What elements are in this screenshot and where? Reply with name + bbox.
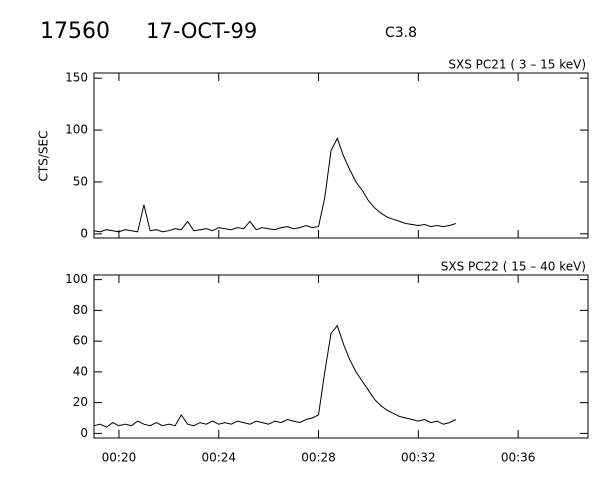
y-tick-label: 150: [65, 71, 88, 85]
y-tick-label: 0: [80, 226, 88, 240]
y-tick-label: 100: [65, 123, 88, 137]
y-tick-label: 80: [73, 303, 88, 317]
x-tick-label: 00:36: [501, 451, 536, 465]
y-tick-label: 20: [73, 395, 88, 409]
plot-frame: [93, 274, 589, 439]
panel-title: SXS PC21 ( 3 – 15 keV): [448, 58, 586, 72]
y-tick-label: 60: [73, 334, 88, 348]
flare-class: C3.8: [385, 25, 417, 41]
x-tick-label: 00:28: [301, 451, 336, 465]
data-line: [93, 137, 456, 233]
x-tick-label: 00:24: [201, 451, 236, 465]
plot-frame: [93, 72, 589, 239]
y-axis-label: CTS/SEC: [37, 131, 51, 182]
event-date: 17-OCT-99: [146, 19, 257, 43]
data-line: [93, 324, 457, 428]
y-tick-label: 40: [73, 364, 88, 378]
x-tick-label: 00:32: [401, 451, 436, 465]
y-tick-label: 100: [65, 272, 88, 286]
x-tick-label: 00:20: [102, 451, 137, 465]
y-tick-label: 50: [73, 174, 88, 188]
panel-title: SXS PC22 ( 15 – 40 keV): [441, 260, 586, 274]
y-tick-label: 0: [80, 426, 88, 440]
event-id: 17560: [40, 19, 110, 44]
